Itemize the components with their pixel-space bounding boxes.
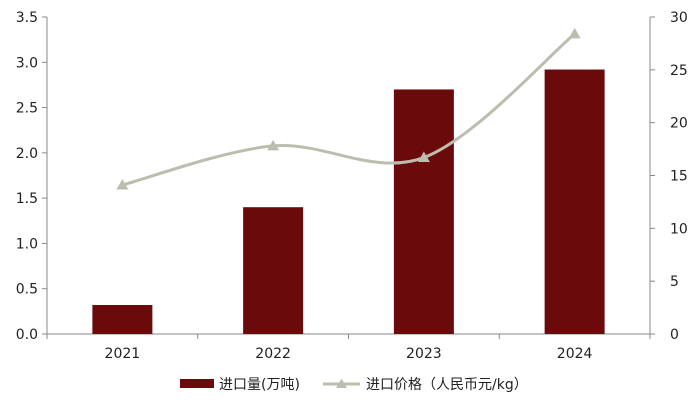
left-tick-label: 1.5 xyxy=(16,191,38,207)
legend: 进口量(万吨) 进口价格（人民币元/kg） xyxy=(180,377,528,393)
bar-series xyxy=(92,69,605,334)
left-y-axis: 0.0 0.5 1.0 1.5 2.0 2.5 3.0 3.5 xyxy=(16,10,48,343)
legend-line-marker xyxy=(336,378,347,388)
right-y-axis: 0 5 10 15 20 25 30 xyxy=(649,10,688,343)
x-tick-label: 2021 xyxy=(105,346,141,362)
right-tick-label: 5 xyxy=(670,274,679,290)
line-point xyxy=(568,27,581,39)
right-tick-label: 20 xyxy=(670,116,688,132)
left-tick-label: 1.0 xyxy=(16,236,38,252)
bar xyxy=(92,305,153,334)
right-tick-label: 30 xyxy=(670,10,688,26)
line-point xyxy=(417,151,430,163)
line-path xyxy=(121,32,576,187)
x-tick-label: 2022 xyxy=(255,346,291,362)
legend-bar-label: 进口量(万吨) xyxy=(219,377,300,393)
left-tick-label: 0.0 xyxy=(16,327,38,343)
right-tick-label: 0 xyxy=(670,327,679,343)
bar xyxy=(544,69,605,334)
x-tick-label: 2023 xyxy=(406,346,442,362)
right-tick-label: 10 xyxy=(670,221,688,237)
bar xyxy=(243,207,304,334)
x-axis: 2021 2022 2023 2024 xyxy=(46,333,651,362)
left-tick-label: 2.0 xyxy=(16,146,38,162)
right-tick-label: 15 xyxy=(670,169,688,185)
legend-line-label: 进口价格（人民币元/kg） xyxy=(366,377,528,393)
left-tick-label: 3.0 xyxy=(16,55,38,71)
right-tick-label: 25 xyxy=(670,63,688,79)
legend-bar-swatch xyxy=(180,379,214,388)
left-tick-label: 2.5 xyxy=(16,101,38,117)
line-series xyxy=(116,27,581,190)
line-point xyxy=(267,139,280,151)
x-tick-label: 2024 xyxy=(557,346,593,362)
line-point xyxy=(116,179,129,190)
left-tick-label: 3.5 xyxy=(16,10,38,26)
bar xyxy=(393,89,454,334)
left-tick-label: 0.5 xyxy=(16,282,38,298)
